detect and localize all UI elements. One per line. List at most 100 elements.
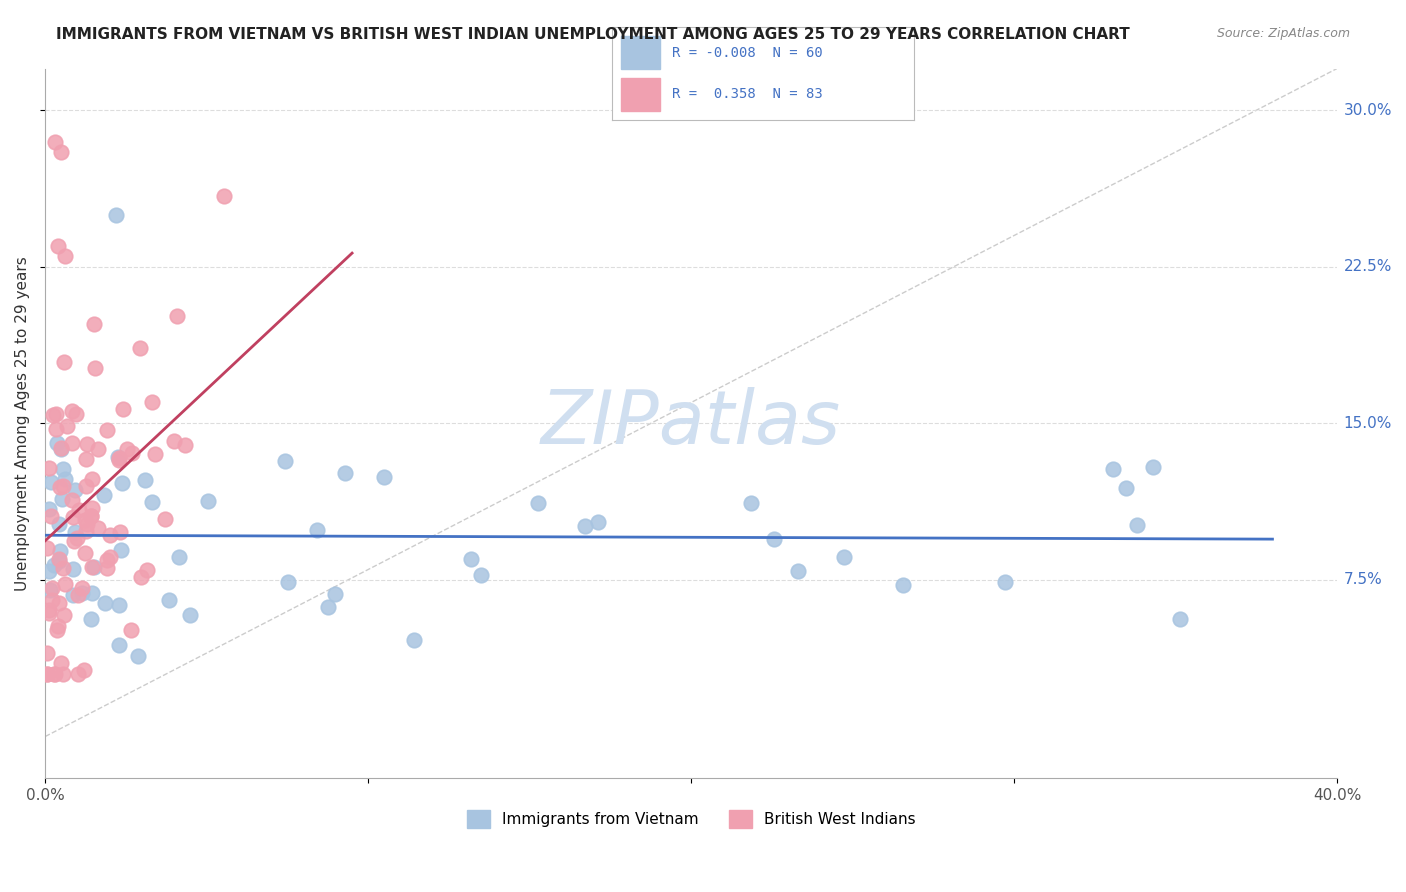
Point (38, 564, 60, 578)
Point (53, 249, 76, 263)
Y-axis label: Unemployment Among Ages 25 to 29 years: Unemployment Among Ages 25 to 29 years (15, 256, 30, 591)
Point (35, 541, 58, 556)
Point (98, 550, 121, 565)
Point (42, 558, 65, 572)
Point (120, 623, 142, 637)
Point (42, 408, 65, 422)
Point (46, 624, 69, 638)
Point (62, 534, 84, 549)
Point (105, 208, 128, 222)
Point (333, 466, 356, 480)
Point (108, 453, 131, 467)
Point (76, 437, 98, 451)
Point (166, 309, 188, 323)
Point (45, 421, 67, 435)
Point (86, 521, 108, 535)
Point (66, 588, 89, 602)
Point (52, 561, 75, 575)
Point (75, 452, 97, 467)
Point (56, 418, 79, 433)
Point (167, 549, 190, 564)
Point (35, 666, 58, 681)
Point (75, 479, 97, 493)
Point (46, 239, 69, 253)
Point (49, 442, 72, 456)
Point (460, 552, 482, 566)
Point (129, 570, 152, 584)
Point (70, 585, 93, 599)
Point (1126, 518, 1149, 533)
Text: 15.0%: 15.0% (1344, 416, 1392, 431)
Point (48, 516, 70, 531)
Point (110, 542, 132, 557)
Point (277, 574, 299, 589)
Point (98, 527, 121, 541)
Point (82, 472, 104, 486)
Point (740, 496, 762, 510)
Point (108, 638, 131, 652)
Text: Source: ZipAtlas.com: Source: ZipAtlas.com (1216, 27, 1350, 40)
Point (75, 546, 97, 560)
Point (1101, 461, 1123, 475)
Point (94, 596, 117, 610)
Point (49, 480, 72, 494)
Point (42, 666, 65, 681)
Point (159, 593, 181, 607)
Point (39, 475, 62, 489)
Point (316, 600, 339, 615)
Point (82, 586, 104, 600)
Point (115, 442, 138, 456)
Point (87, 442, 110, 456)
Point (53, 577, 76, 591)
Point (212, 188, 235, 202)
Point (127, 649, 149, 664)
Point (83, 560, 105, 574)
Point (51, 479, 73, 493)
Point (134, 473, 156, 487)
Point (52, 666, 75, 681)
Text: ZIPatlas: ZIPatlas (541, 387, 841, 459)
Point (51, 657, 73, 671)
Point (41, 593, 63, 607)
Point (82, 500, 104, 515)
Point (48, 554, 70, 568)
Point (83, 318, 105, 332)
Point (121, 446, 143, 460)
Point (53, 472, 76, 486)
Bar (620, 78, 659, 111)
Text: 7.5%: 7.5% (1344, 573, 1382, 588)
Point (52, 607, 75, 622)
Point (80, 509, 103, 524)
Point (49, 544, 72, 558)
Point (45, 407, 67, 421)
Point (111, 476, 134, 491)
Point (62, 588, 84, 602)
Point (96, 423, 118, 437)
Point (80, 612, 103, 626)
Point (993, 574, 1015, 589)
Point (402, 632, 425, 647)
Point (143, 447, 166, 461)
Point (80, 508, 103, 523)
Point (76, 517, 98, 532)
Point (108, 525, 131, 540)
Point (73, 663, 96, 677)
Point (84, 361, 107, 376)
Point (373, 470, 395, 484)
Point (38, 461, 60, 475)
Point (163, 434, 186, 449)
Point (38, 606, 60, 620)
Point (60, 404, 83, 418)
Point (470, 567, 492, 582)
Point (80, 559, 103, 574)
Point (52, 462, 75, 476)
Text: R =  0.358  N = 83: R = 0.358 N = 83 (672, 87, 823, 101)
Point (274, 453, 297, 467)
Point (96, 560, 118, 574)
Point (66, 666, 89, 681)
Point (107, 450, 129, 465)
Point (153, 512, 176, 526)
Point (1115, 482, 1137, 496)
Point (129, 342, 152, 356)
Point (60, 493, 83, 508)
